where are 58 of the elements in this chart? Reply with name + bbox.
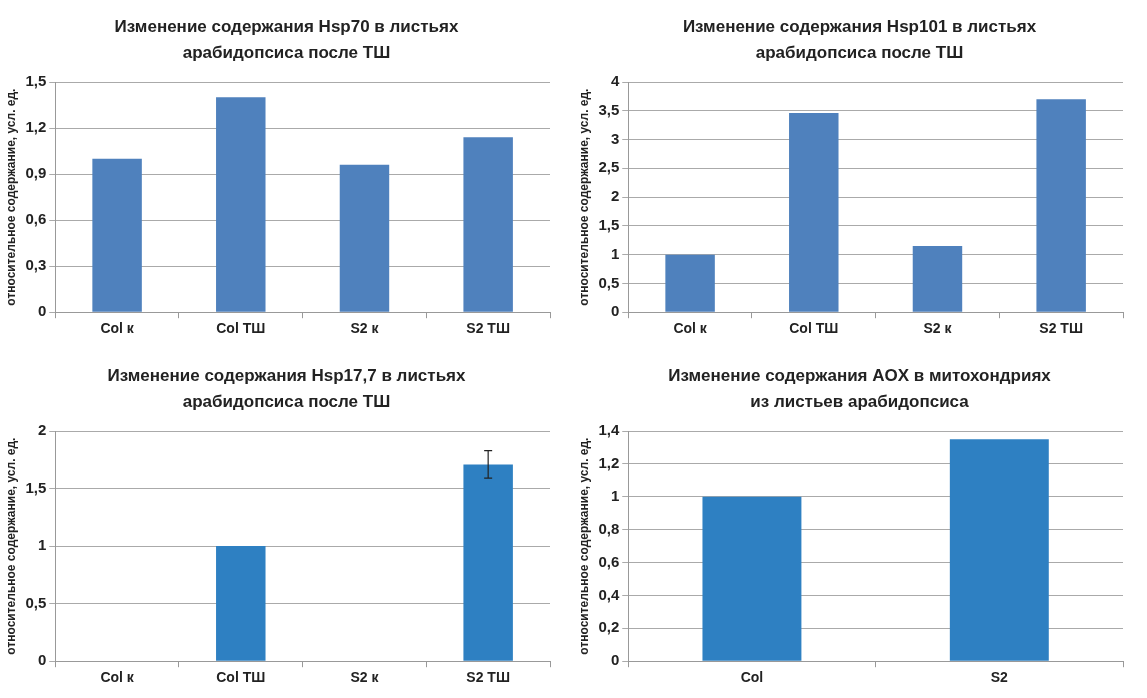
x-tick-label: Col bbox=[740, 669, 764, 686]
chart-title: Изменение содержания AOX в митохондриях из листьев арабидопсиса bbox=[667, 365, 1052, 413]
y-tick-label: 2 bbox=[37, 421, 47, 439]
y-tick-label: 0,4 bbox=[598, 585, 620, 603]
y-tick-label: 1,5 bbox=[598, 216, 620, 234]
y-tick-label: 1,2 bbox=[25, 118, 47, 136]
y-tick-label: 1 bbox=[37, 536, 47, 554]
bar bbox=[912, 246, 963, 312]
y-tick-label: 1,4 bbox=[598, 421, 620, 439]
y-tick-label: 1,5 bbox=[25, 72, 47, 90]
y-axis-title: относительное содержание, усл. ед. bbox=[3, 88, 18, 306]
x-tick-label: S2 ТШ bbox=[466, 320, 510, 337]
bar bbox=[92, 158, 142, 312]
y-tick-label: 1 bbox=[610, 486, 620, 504]
y-tick-label: 1 bbox=[610, 244, 620, 262]
x-tick-label: S2 ТШ bbox=[466, 669, 510, 686]
y-tick-label: 0 bbox=[37, 302, 47, 320]
x-tick-label: Col ТШ bbox=[216, 320, 266, 337]
y-tick-label: 4 bbox=[610, 72, 620, 90]
y-tick-label: 0,9 bbox=[25, 164, 47, 182]
y-tick-label: 0,3 bbox=[25, 256, 47, 274]
y-tick-label: 0,6 bbox=[25, 210, 47, 228]
bar bbox=[339, 164, 390, 312]
chart-title: Изменение содержания Hsp17,7 в листьях арабидопсиса после ТШ bbox=[106, 365, 467, 413]
x-tick-label: Col ТШ bbox=[789, 320, 839, 337]
x-tick-label: Col к bbox=[100, 669, 135, 686]
x-tick-label: S2 к bbox=[350, 320, 380, 337]
y-tick-label: 3 bbox=[610, 129, 620, 147]
y-tick-label: 0,8 bbox=[598, 519, 620, 537]
bar bbox=[463, 137, 513, 312]
y-tick-label: 1,2 bbox=[598, 454, 620, 472]
y-tick-label: 0 bbox=[37, 651, 47, 669]
x-tick-label: S2 к bbox=[350, 669, 380, 686]
x-tick-label: S2 к bbox=[923, 320, 953, 337]
y-axis-title: относительное содержание, усл. ед. bbox=[3, 437, 18, 655]
x-tick-label: Col к bbox=[100, 320, 135, 337]
y-tick-label: 0 bbox=[610, 651, 620, 669]
bar bbox=[1036, 99, 1086, 312]
bar bbox=[216, 97, 266, 312]
y-tick-label: 0,2 bbox=[598, 618, 620, 636]
y-tick-label: 0,6 bbox=[598, 552, 620, 570]
y-tick-label: 1,5 bbox=[25, 478, 47, 496]
y-axis-title: относительное содержание, усл. ед. bbox=[576, 437, 591, 655]
x-tick-label: S2 ТШ bbox=[1039, 320, 1083, 337]
y-axis-title: относительное содержание, усл. ед. bbox=[576, 88, 591, 306]
x-tick-label: Col ТШ bbox=[216, 669, 266, 686]
chart-title: Изменение содержания Hsp70 в листьях арабидопсиса после ТШ bbox=[113, 16, 460, 64]
y-tick-label: 0 bbox=[610, 302, 620, 320]
x-tick-label: S2 bbox=[990, 669, 1009, 686]
y-tick-label: 0,5 bbox=[25, 593, 47, 611]
y-tick-label: 0,5 bbox=[598, 273, 620, 291]
y-tick-label: 3,5 bbox=[598, 100, 620, 118]
bar bbox=[789, 113, 839, 312]
x-tick-label: Col к bbox=[673, 320, 708, 337]
y-tick-label: 2,5 bbox=[598, 158, 620, 176]
bar bbox=[665, 254, 715, 312]
chart-title: Изменение содержания Hsp101 в листьях арабидопсиса после ТШ bbox=[681, 16, 1038, 64]
y-tick-label: 2 bbox=[610, 187, 620, 205]
